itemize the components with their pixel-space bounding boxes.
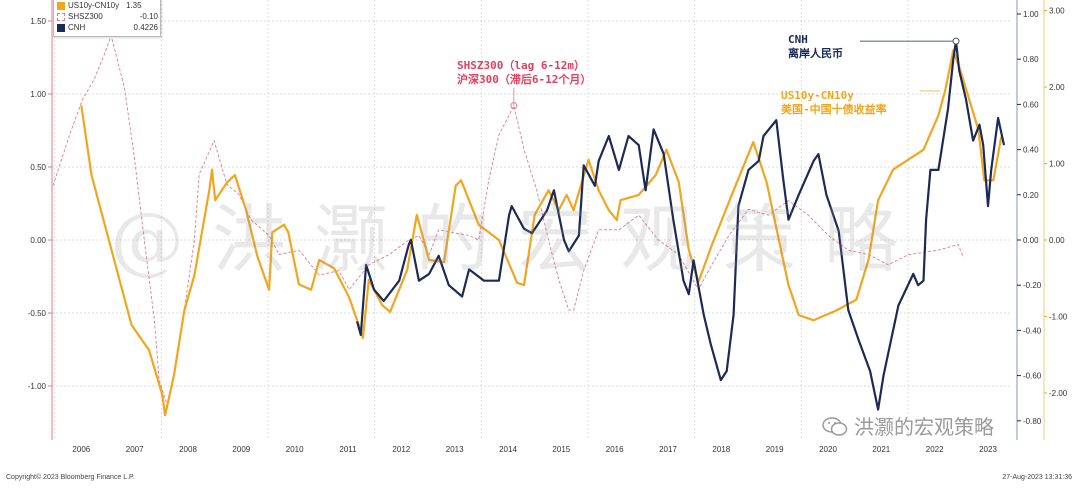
x-tick-label: 2006 xyxy=(72,445,90,454)
brand-watermark: 洪灏的宏观策略 xyxy=(822,416,994,438)
x-tick-label: 2012 xyxy=(392,445,410,454)
annotation-cnh-cn: 离岸人民币 xyxy=(788,47,843,60)
cnh-tick-label: -0.80 xyxy=(1023,417,1042,426)
timestamp: 27-Aug-2023 13:31:36 xyxy=(1002,474,1072,481)
x-tick-label: 2007 xyxy=(126,445,144,454)
series-line-us10y-cn10y xyxy=(80,49,1003,417)
x-tick-label: 2010 xyxy=(286,445,304,454)
x-tick-label: 2017 xyxy=(659,445,677,454)
annotation-spread-en: US10y-CN10y xyxy=(781,89,854,102)
spread-tick-label: 1.00 xyxy=(1049,160,1065,169)
legend-item-cnh[interactable]: CNH 0.4226 xyxy=(54,22,160,33)
spread-tick-label: -2.00 xyxy=(1049,389,1068,398)
cnh-tick-label: -0.60 xyxy=(1023,372,1042,381)
cnh-tick-label: 0.60 xyxy=(1023,100,1039,109)
legend-item-spread[interactable]: US10y-CN10y 1.35 xyxy=(54,0,160,11)
legend-name: CNH xyxy=(68,23,86,32)
annotation-shsz300-cn: 沪深300（滞后6-12个月） xyxy=(457,73,592,86)
x-tick-label: 2015 xyxy=(552,445,570,454)
legend-name: SHSZ300 xyxy=(68,12,103,21)
annotation-cnh: CNH 离岸人民币 xyxy=(788,33,843,61)
legend-value: -0.10 xyxy=(139,12,158,21)
series-lines xyxy=(51,35,1006,417)
axes: 1.50 1.00 0.50 0.00 -0.50 -1.00 2006 2007 2008 20… xyxy=(28,0,1068,454)
left-tick-label: 0.00 xyxy=(30,236,46,245)
left-tick-label: 1.50 xyxy=(30,17,46,26)
x-tick-label: 2008 xyxy=(179,445,197,454)
x-tick-label: 2016 xyxy=(606,445,624,454)
cnh-tick-label: 0.80 xyxy=(1023,55,1039,64)
legend[interactable]: US10y-CN10y 1.35 SHSZ300 -0.10 CNH 0.422… xyxy=(53,0,161,37)
annotation-spread-cn: 美国-中国十债收益率 xyxy=(781,103,887,116)
wechat-icon xyxy=(822,417,848,436)
left-tick-label: -0.50 xyxy=(28,309,47,318)
cnh-peak-marker xyxy=(952,37,960,45)
legend-swatch xyxy=(57,12,65,21)
left-tick-label: -1.00 xyxy=(28,382,47,391)
x-tick-label: 2014 xyxy=(499,445,517,454)
series-line-shsz300 xyxy=(51,35,964,406)
legend-value: 0.4226 xyxy=(133,23,158,32)
x-tick-label: 2011 xyxy=(339,445,357,454)
x-tick-label: 2009 xyxy=(232,445,250,454)
x-tick-label: 2022 xyxy=(926,445,944,454)
brand-text: 洪灏的宏观策略 xyxy=(854,415,994,439)
left-tick-label: 1.00 xyxy=(30,90,46,99)
spread-tick-label: 0.00 xyxy=(1049,236,1065,245)
cnh-tick-label: 0.00 xyxy=(1023,236,1039,245)
legend-swatch xyxy=(57,1,65,10)
x-tick-label: 2018 xyxy=(712,445,730,454)
left-tick-label: 0.50 xyxy=(30,163,46,172)
series-line-cnh xyxy=(356,40,1006,411)
annotation-shsz300-en: SHSZ300（lag 6-12m） xyxy=(457,59,585,72)
legend-name: US10y-CN10y xyxy=(68,1,120,10)
legend-swatch xyxy=(57,23,65,32)
cnh-tick-label: -0.40 xyxy=(1023,326,1042,335)
spread-tick-label: 2.00 xyxy=(1049,83,1065,92)
shsz300-peak-marker xyxy=(510,102,518,110)
x-tick-label: 2013 xyxy=(446,445,464,454)
x-tick-label: 2020 xyxy=(819,445,837,454)
copyright: Copyright© 2023 Bloomberg Finance L.P. xyxy=(6,474,135,481)
spread-tick-label: 3.00 xyxy=(1049,7,1065,16)
gridlines xyxy=(52,0,1012,440)
annotation-shsz300: SHSZ300（lag 6-12m） 沪深300（滞后6-12个月） xyxy=(457,59,591,87)
cnh-tick-label: 1.00 xyxy=(1023,10,1039,19)
x-tick-label: 2023 xyxy=(979,445,997,454)
annotation-markers xyxy=(510,37,960,110)
annotation-spread: US10y-CN10y 美国-中国十债收益率 xyxy=(781,89,887,117)
x-tick-label: 2021 xyxy=(872,445,890,454)
spread-tick-label: -1.00 xyxy=(1049,313,1068,322)
annotation-cnh-en: CNH xyxy=(788,33,808,46)
cnh-tick-label: -0.20 xyxy=(1023,281,1042,290)
cnh-tick-label: 0.20 xyxy=(1023,191,1039,200)
legend-item-shsz300[interactable]: SHSZ300 -0.10 xyxy=(54,11,160,22)
cnh-tick-label: 0.40 xyxy=(1023,146,1039,155)
x-tick-label: 2019 xyxy=(766,445,784,454)
legend-value: 1.35 xyxy=(126,1,142,10)
